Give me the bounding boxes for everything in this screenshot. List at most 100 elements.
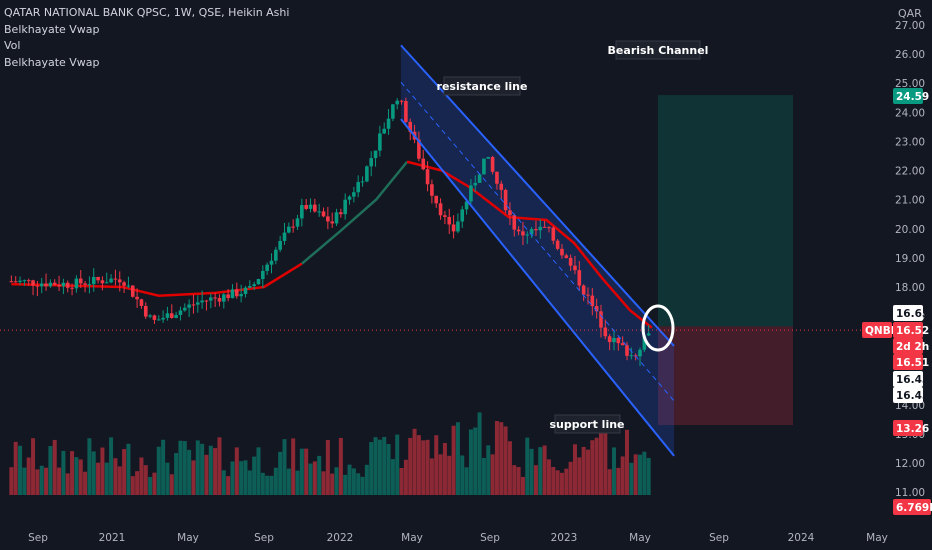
candle-body[interactable] [547,227,551,229]
candle-body[interactable] [265,264,269,271]
candle-body[interactable] [57,284,61,287]
candle-body[interactable] [360,181,365,183]
candle-body[interactable] [460,209,465,222]
indicator-vwap-2[interactable]: Belkhayate Vwap [4,55,100,69]
candle-body[interactable] [499,183,504,190]
candle-body[interactable] [646,333,651,336]
candle-body[interactable] [222,294,226,302]
candle-body[interactable] [252,284,256,287]
candle-body[interactable] [282,232,287,241]
candle-body[interactable] [200,300,204,303]
candle-body[interactable] [178,310,183,315]
candle-body[interactable] [395,100,400,105]
price-badge[interactable]: QNBK [862,322,900,338]
candle-body[interactable] [542,226,547,228]
candle-body[interactable] [122,282,126,286]
candle-body[interactable] [130,285,135,297]
candle-body[interactable] [373,150,378,159]
candle-body[interactable] [404,101,408,122]
candle-body[interactable] [161,317,165,320]
candle-body[interactable] [573,265,577,271]
candle-body[interactable] [564,255,569,258]
candles[interactable] [9,97,651,367]
candle-body[interactable] [447,216,452,225]
time-axis[interactable]: Sep 2021 May Sep 2022 May Sep 2023 May Sep 2024 May [28,532,888,544]
candle-body[interactable] [308,204,313,209]
candle-body[interactable] [581,285,586,295]
candle-body[interactable] [369,158,374,167]
candle-body[interactable] [594,306,599,312]
candle-body[interactable] [503,189,508,211]
candle-body[interactable] [226,294,230,299]
indicator-volume[interactable]: Vol [4,39,21,52]
candle-body[interactable] [339,212,343,215]
candle-body[interactable] [243,287,248,295]
candle-body[interactable] [607,336,612,343]
annotation-bearish-channel[interactable]: Bearish Channel [608,40,709,60]
candle-body[interactable] [61,282,66,287]
candle-body[interactable] [434,195,439,204]
candle-body[interactable] [469,185,473,202]
candle-body[interactable] [174,314,178,318]
candle-body[interactable] [642,335,647,350]
support-line[interactable] [400,118,675,457]
candle-body[interactable] [521,231,525,236]
candle-body[interactable] [417,139,421,159]
candle-body[interactable] [317,211,321,213]
candle-body[interactable] [586,294,590,296]
candle-body[interactable] [100,280,105,284]
candle-body[interactable] [109,278,113,283]
candle-body[interactable] [195,302,200,305]
candle-body[interactable] [217,297,222,302]
candle-body[interactable] [334,212,339,224]
price-badge[interactable]: 16.45 [893,387,929,403]
annotation-support[interactable]: support line [549,414,625,434]
candle-body[interactable] [52,282,57,285]
candle-body[interactable] [104,282,109,284]
candle-body[interactable] [508,210,512,216]
candle-body[interactable] [165,313,170,318]
candle-body[interactable] [117,279,122,283]
candle-body[interactable] [391,104,395,119]
candle-body[interactable] [629,355,634,357]
candle-body[interactable] [352,192,356,197]
price-badge[interactable]: 16.65 [893,305,929,321]
candle-body[interactable] [490,157,495,172]
candle-body[interactable] [208,297,213,301]
candle-body[interactable] [78,278,83,284]
candle-body[interactable] [191,304,196,306]
chart-legend[interactable]: QATAR NATIONAL BANK QPSC, 1W, QSE, Heiki… [4,5,289,71]
candle-body[interactable] [343,199,347,215]
candle-body[interactable] [295,218,300,227]
candle-body[interactable] [330,221,334,224]
candle-body[interactable] [356,182,360,193]
candle-body[interactable] [538,226,543,231]
candle-body[interactable] [148,315,152,317]
candle-body[interactable] [230,289,235,299]
candle-body[interactable] [347,196,352,200]
candle-body[interactable] [18,280,22,282]
candle-body[interactable] [187,304,191,308]
candle-body[interactable] [261,270,265,280]
candle-body[interactable] [235,289,239,297]
candle-body[interactable] [399,100,404,102]
candle-body[interactable] [495,171,499,184]
candle-body[interactable] [451,224,456,232]
candle-body[interactable] [291,226,295,228]
price-axis[interactable]: QAR 27.00 26.00 25.00 24.00 23.00 22.00 21.00 2… [862,7,932,515]
candle-body[interactable] [182,307,187,311]
candle-body[interactable] [638,349,642,357]
candle-body[interactable] [365,166,369,182]
candle-body[interactable] [443,215,447,217]
candle-body[interactable] [421,158,426,170]
symbol-title[interactable]: QATAR NATIONAL BANK QPSC, 1W, QSE, Heiki… [4,6,290,19]
candle-body[interactable] [321,211,326,217]
candle-body[interactable] [44,283,48,287]
candle-body[interactable] [239,294,243,297]
candle-body[interactable] [74,278,79,289]
highlight-circle[interactable] [641,304,675,352]
candle-body[interactable] [386,118,391,129]
candle-body[interactable] [555,240,560,249]
candle-body[interactable] [616,337,621,344]
candle-body[interactable] [525,234,530,236]
